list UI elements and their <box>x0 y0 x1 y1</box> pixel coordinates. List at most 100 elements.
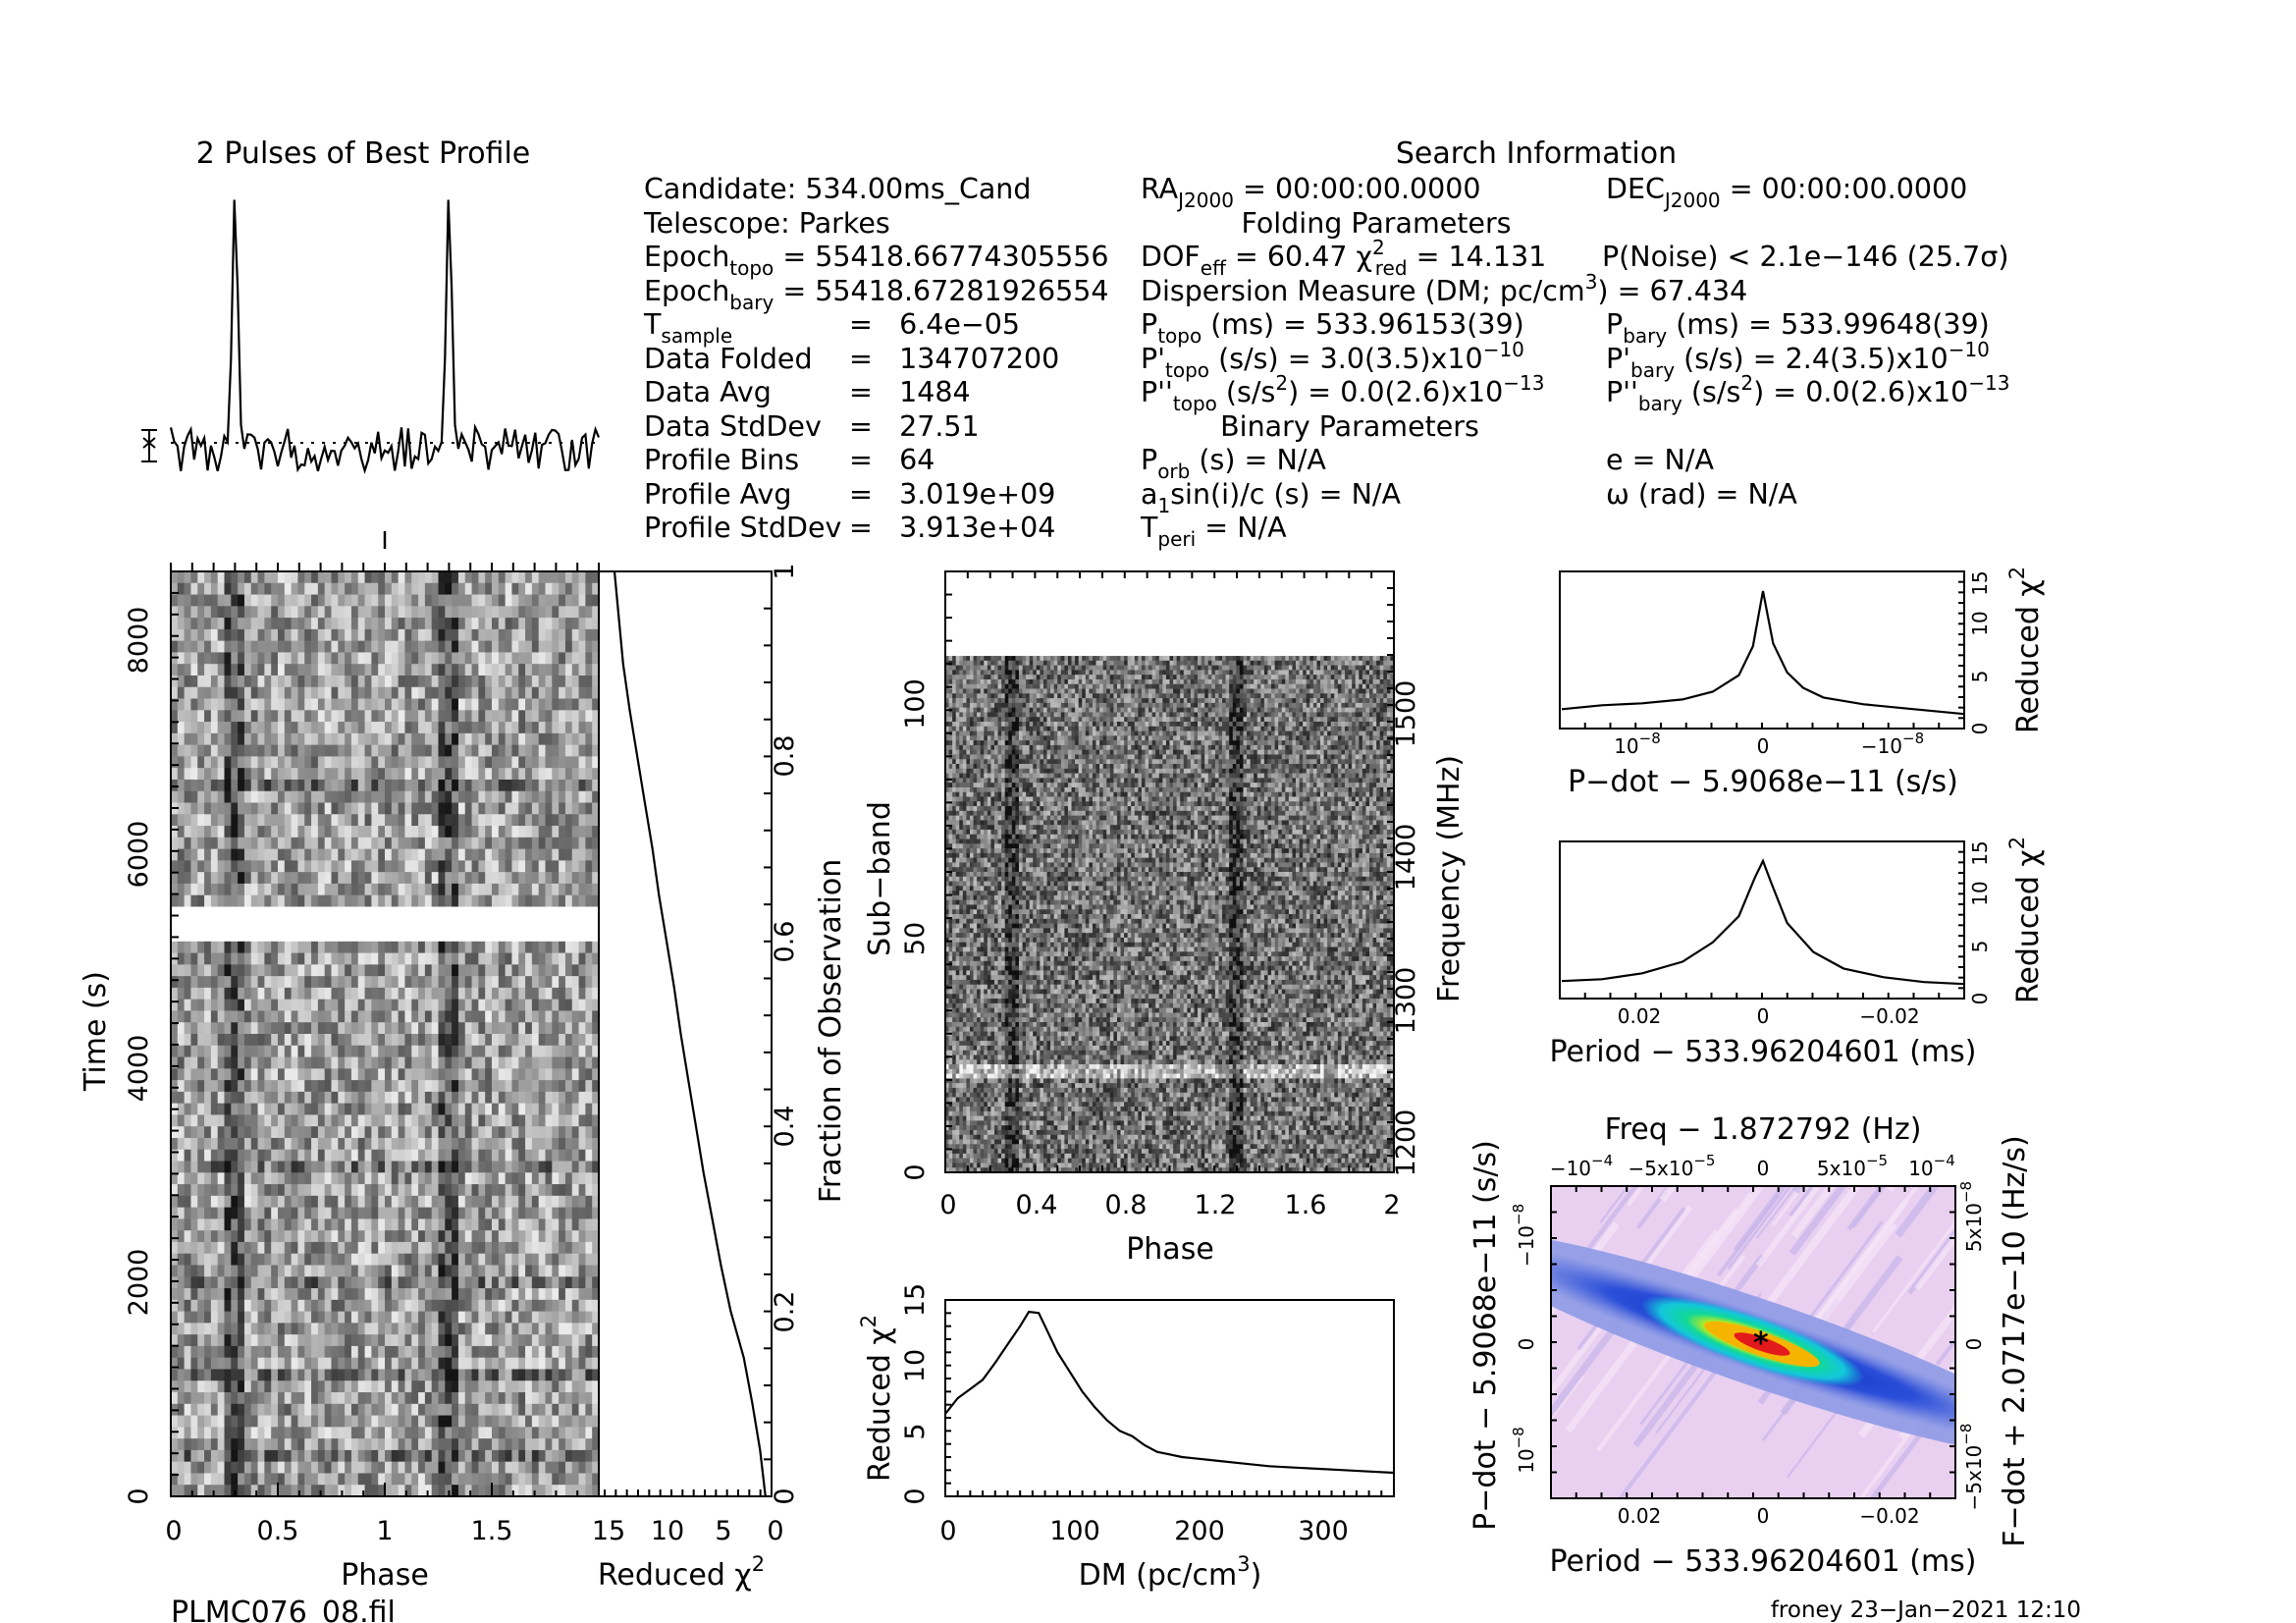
time-phase-cell <box>571 1034 579 1047</box>
time-phase-cell <box>378 675 386 688</box>
time-phase-cell <box>238 1357 245 1370</box>
time-phase-cell <box>291 732 298 746</box>
time-phase-cell <box>190 744 198 757</box>
time-phase-cell <box>204 1137 212 1151</box>
time-phase-cell <box>471 1288 479 1301</box>
time-phase-cell <box>559 1265 566 1277</box>
time-phase-cell <box>438 652 446 665</box>
time-phase-cell <box>331 675 339 688</box>
time-phase-cell <box>291 675 298 688</box>
time-phase-cell <box>190 1357 198 1370</box>
time-phase-cell <box>378 941 386 953</box>
time-phase-cell <box>452 640 459 653</box>
time-phase-cell <box>545 1427 553 1439</box>
time-phase-panel: 0 2000 4000 6000 8000 Time (s) 0 0.5 1 1… <box>79 563 600 1593</box>
time-phase-cell <box>445 1103 453 1115</box>
time-phase-cell <box>571 814 579 827</box>
time-phase-cell <box>378 1357 386 1370</box>
time-phase-cell <box>338 1323 346 1335</box>
time-phase-cell <box>525 1276 533 1289</box>
time-phase-cell <box>217 814 225 827</box>
time-phase-cell <box>357 1207 365 1219</box>
time-phase-cell <box>505 860 512 873</box>
time-phase-cell <box>471 872 479 885</box>
time-phase-cell <box>592 756 600 769</box>
time-phase-cell <box>445 987 453 1001</box>
time-phase-cell <box>190 756 198 769</box>
time-phase-cell <box>204 1149 212 1162</box>
time-phase-cell <box>585 814 593 827</box>
time-phase-cell <box>331 1022 339 1035</box>
time-phase-cell <box>231 1241 239 1255</box>
time-phase-cell <box>485 1056 493 1069</box>
time-phase-cell <box>552 594 560 607</box>
time-phase-cell <box>411 999 419 1011</box>
time-phase-cell <box>471 1161 479 1173</box>
t-sample-value: = 6.4e−05 <box>849 308 1020 341</box>
time-phase-cell <box>171 1172 179 1185</box>
time-phase-cell <box>438 582 446 595</box>
time-phase-cell <box>585 1449 593 1463</box>
time-phase-cell <box>471 686 479 699</box>
time-phase-cell <box>171 883 179 896</box>
time-phase-cell <box>324 1056 332 1069</box>
time-phase-cell <box>257 1427 265 1439</box>
time-phase-cell <box>424 768 433 781</box>
time-phase-cell <box>471 1149 479 1162</box>
time-phase-cell <box>224 987 232 1001</box>
time-phase-cell <box>238 1323 245 1335</box>
time-phase-cell <box>210 1137 219 1151</box>
time-phase-cell <box>411 1010 419 1023</box>
time-phase-cell <box>190 628 198 642</box>
time-phase-cell <box>304 1323 312 1335</box>
time-phase-cell <box>357 1392 365 1405</box>
time-phase-cell <box>357 1241 365 1255</box>
time-phase-cell <box>391 1022 400 1035</box>
time-phase-cell <box>518 1114 526 1127</box>
time-phase-cell <box>231 1172 239 1185</box>
time-phase-cell <box>585 1380 593 1393</box>
time-phase-cell <box>478 1137 486 1151</box>
time-phase-cell <box>378 1230 386 1243</box>
time-phase-cell <box>531 1265 540 1277</box>
time-phase-cell <box>271 894 279 907</box>
time-phase-cell <box>518 618 526 630</box>
time-phase-cell <box>564 964 573 977</box>
time-phase-cell <box>371 1103 379 1115</box>
time-phase-cell <box>284 999 293 1011</box>
time-phase-cell <box>331 1149 339 1162</box>
time-phase-cell <box>257 1299 265 1313</box>
time-phase-cell <box>545 618 553 630</box>
time-phase-cell <box>518 1357 526 1370</box>
time-phase-cell <box>357 1427 365 1439</box>
time-phase-cell <box>431 976 439 989</box>
time-phase-cell <box>264 1241 272 1255</box>
time-phase-cell <box>445 1265 453 1277</box>
time-phase-cell <box>485 1311 493 1324</box>
time-phase-cell <box>457 779 466 792</box>
time-phase-cell <box>291 710 298 723</box>
time-phase-cell <box>345 652 352 665</box>
time-phase-cell <box>571 744 579 757</box>
time-phase-cell <box>545 722 553 734</box>
time-phase-cell <box>578 686 586 699</box>
time-phase-cell <box>545 1311 553 1324</box>
time-phase-cell <box>498 1184 507 1197</box>
time-phase-cell <box>545 826 553 839</box>
time-phase-cell <box>190 664 198 676</box>
time-phase-cell <box>464 987 472 1001</box>
time-phase-cell <box>525 1195 533 1209</box>
time-phase-cell <box>250 930 258 943</box>
time-phase-cell <box>297 1137 305 1151</box>
time-phase-cell <box>278 1056 286 1069</box>
time-phase-cell <box>278 732 286 746</box>
time-phase-cell <box>552 918 560 931</box>
time-phase-cell <box>231 802 239 815</box>
time-phase-cell <box>231 999 239 1011</box>
time-phase-cell <box>391 768 400 781</box>
time-phase-cell <box>345 1172 352 1185</box>
time-phase-cell <box>411 802 419 815</box>
time-phase-cell <box>571 1288 579 1301</box>
time-phase-cell <box>271 1369 279 1381</box>
time-phase-cell <box>331 618 339 630</box>
